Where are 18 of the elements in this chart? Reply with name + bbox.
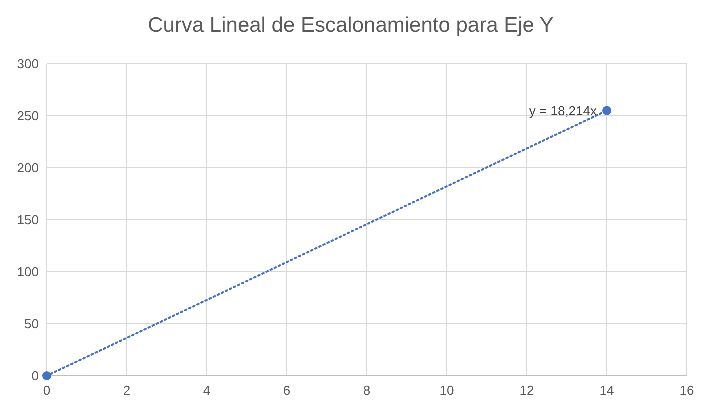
y-tick-label: 100 [17,264,39,280]
y-tick-label: 150 [17,212,39,228]
annotation: y = 18,214x [529,103,598,118]
x-tick-label: 2 [123,383,131,398]
y-tick-label: 200 [17,160,39,176]
x-tick-label: 10 [440,383,454,398]
x-tick-label: 4 [203,383,211,398]
y-tick-label: 0 [32,368,39,384]
y-tick-label: 250 [17,108,39,124]
chart-title: Curva Lineal de Escalonamiento para Eje Y [148,14,554,37]
x-tick-label: 6 [283,383,291,398]
x-tick-label: 12 [520,383,534,398]
y-tick-label: 300 [17,56,39,72]
x-tick-label: 14 [600,383,614,398]
y-tick-label: 50 [24,316,39,332]
x-tick-label: 8 [363,383,371,398]
x-tick-label: 16 [680,383,694,398]
x-tick-label: 0 [43,383,51,398]
